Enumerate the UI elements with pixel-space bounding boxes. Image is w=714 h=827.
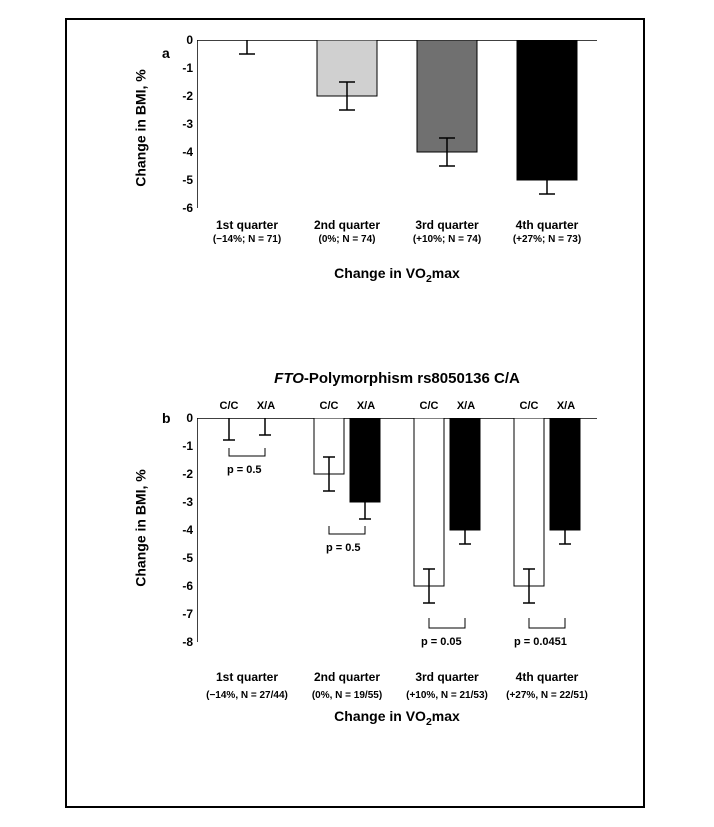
alloc: X/A [352, 400, 380, 412]
panel-b: FTO-Polymorphism rs8050136 C/A b Change … [67, 370, 643, 790]
cat-label: 1st quarter [212, 218, 282, 232]
ytick: 0 [163, 411, 193, 425]
cat-label: 2nd quarter [307, 670, 387, 684]
ytick: -7 [163, 607, 193, 621]
ytick: 0 [163, 33, 193, 47]
cat-label: 4th quarter [507, 670, 587, 684]
alloc: X/A [552, 400, 580, 412]
ytick: -3 [163, 117, 193, 131]
alloc: C/C [215, 400, 243, 412]
alloc: X/A [452, 400, 480, 412]
figure-frame: a Change in BMI, % [65, 18, 645, 808]
cat-sub: (0%; N = 74) [301, 234, 393, 245]
ytick: -2 [163, 89, 193, 103]
panel-a-x-title: Change in VO2max [197, 265, 597, 285]
ytick: -8 [163, 635, 193, 649]
ytick: -1 [163, 61, 193, 75]
panel-a-y-title: Change in BMI, % [133, 69, 149, 186]
cat-label: 1st quarter [207, 670, 287, 684]
ytick: -5 [163, 551, 193, 565]
cat-label: 2nd quarter [312, 218, 382, 232]
p-value: p = 0.5 [326, 542, 361, 554]
panel-a: a Change in BMI, % [67, 20, 643, 350]
alloc: X/A [252, 400, 280, 412]
panel-a-label: a [162, 45, 170, 61]
panel-b-y-title: Change in BMI, % [133, 469, 149, 586]
cat-sub: (−14%, N = 27/44) [191, 690, 303, 701]
cat-sub: (+10%, N = 21/53) [391, 690, 503, 701]
cat-sub: (+10%; N = 74) [397, 234, 497, 245]
alloc: C/C [415, 400, 443, 412]
panel-b-chart [197, 418, 607, 668]
ytick: -3 [163, 495, 193, 509]
ytick: -4 [163, 145, 193, 159]
alloc: C/C [315, 400, 343, 412]
cat-sub: (−14%; N = 71) [199, 234, 295, 245]
ytick: -6 [163, 201, 193, 215]
p-value: p = 0.5 [227, 464, 262, 476]
ytick: -4 [163, 523, 193, 537]
panel-b-title: FTO-Polymorphism rs8050136 C/A [197, 370, 597, 387]
ytick: -5 [163, 173, 193, 187]
cat-sub: (+27%; N = 73) [497, 234, 597, 245]
p-value: p = 0.05 [421, 636, 462, 648]
panel-a-chart [197, 40, 597, 220]
cat-label: 4th quarter [512, 218, 582, 232]
panel-b-x-title: Change in VO2max [197, 708, 597, 728]
ytick: -6 [163, 579, 193, 593]
cat-sub: (0%, N = 19/55) [295, 690, 399, 701]
p-value: p = 0.0451 [514, 636, 567, 648]
ytick: -1 [163, 439, 193, 453]
alloc: C/C [515, 400, 543, 412]
cat-label: 3rd quarter [412, 218, 482, 232]
cat-label: 3rd quarter [407, 670, 487, 684]
ytick: -2 [163, 467, 193, 481]
cat-sub: (+27%, N = 22/51) [491, 690, 603, 701]
